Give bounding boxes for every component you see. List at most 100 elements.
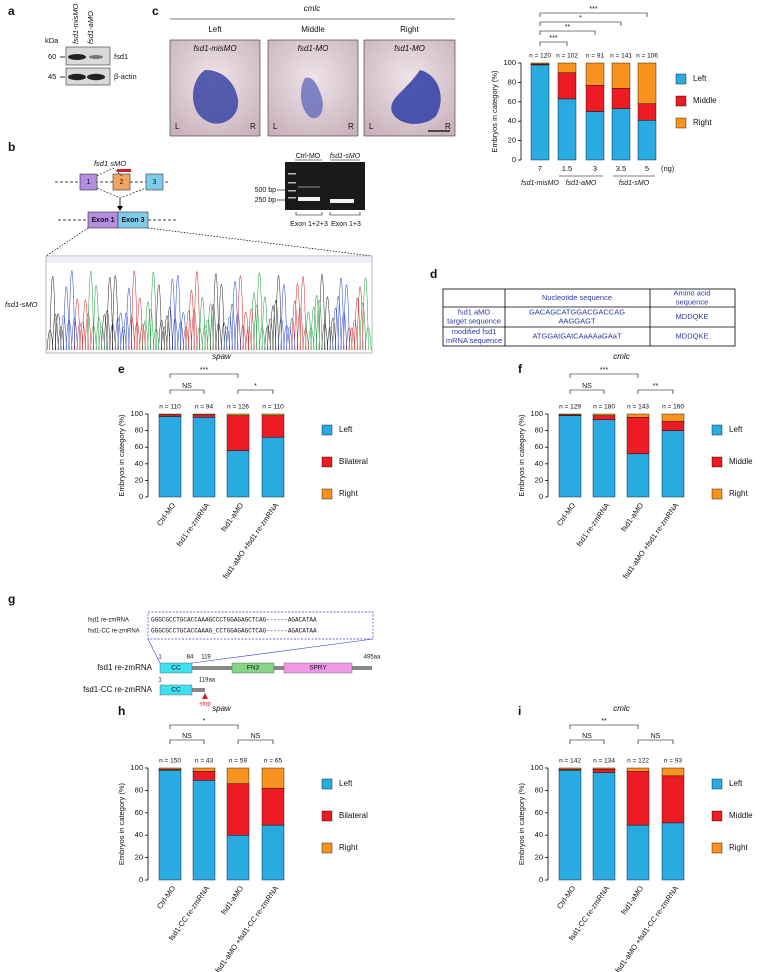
bracket (295, 212, 323, 216)
x-tick-label: fsd1 re-zmRNA (174, 501, 211, 548)
significance-label: *** (200, 367, 208, 374)
legend-label: Left (339, 779, 353, 788)
n-label: n = 102 (556, 53, 578, 60)
table-cell: MDDQKE (676, 331, 709, 340)
significance-label: NS (582, 383, 592, 390)
column-label: Middle (301, 25, 325, 34)
y-tick-label: 60 (508, 97, 516, 106)
legend-label: Middle (729, 457, 753, 466)
y-tick-label: 20 (535, 853, 543, 862)
gel-band (298, 186, 320, 188)
domain-label: SPRY (309, 665, 327, 672)
x-tick-label: 3 (593, 164, 597, 173)
significance-label: ** (601, 718, 607, 725)
y-axis-label: Embryos in category (%) (117, 414, 126, 497)
heart-stain (300, 77, 323, 119)
alignment-sequence: GGGCGCCTGCACCAAAG_CCTGGAGAGCTCAG------AG… (151, 628, 317, 635)
exon (145, 173, 164, 191)
legend-label: Right (693, 118, 712, 127)
image-label: fsd1-misMO (193, 44, 236, 53)
bar-segment (226, 767, 250, 784)
bar-segment (626, 413, 650, 418)
legend-label: Middle (729, 811, 753, 820)
bar-segment (557, 98, 577, 161)
exon (79, 173, 98, 191)
stop-label: stop (199, 702, 211, 708)
significance-label: NS (251, 733, 261, 740)
protein-backbone (192, 688, 205, 692)
y-tick-label: 100 (530, 763, 543, 772)
heart-stain (192, 70, 239, 124)
band-label: fsd1 (114, 52, 128, 61)
heart-stain (391, 70, 441, 124)
y-tick-label: 40 (508, 116, 516, 125)
bar-segment (192, 771, 216, 781)
bar-segment (192, 417, 216, 498)
legend-label: Right (729, 843, 748, 852)
bar-segment (530, 62, 550, 65)
significance-label: * (254, 383, 257, 390)
gel-band (330, 199, 354, 203)
marker-label: cmlc (304, 4, 320, 13)
y-tick-label: 80 (535, 426, 543, 435)
bar-segment (592, 419, 616, 498)
x-tick-label: 7 (538, 164, 542, 173)
n-label: n = 150 (159, 758, 181, 765)
bar-segment (158, 414, 182, 417)
y-tick-label: 60 (135, 808, 143, 817)
group-label: fsd1-sMO (619, 180, 650, 187)
bar-segment (626, 824, 650, 881)
significance-label: ** (653, 383, 659, 390)
x-tick-label: fsd1-aMO (619, 501, 645, 533)
n-label: n = 94 (195, 404, 214, 411)
exon-label: Exon 1 (92, 217, 115, 224)
side-label: L (369, 122, 374, 131)
bar-segment (611, 62, 631, 89)
bar-segment (192, 414, 216, 418)
position-label: 119aa (199, 678, 216, 684)
x-tick-label: Ctrl-MO (555, 501, 578, 528)
bar-segment (558, 413, 582, 416)
n-label: n = 129 (559, 404, 581, 411)
band (87, 73, 105, 81)
bar-segment (226, 413, 250, 416)
arrow (117, 206, 123, 211)
image-label: fsd1-MO (394, 44, 425, 53)
domain-label: CC (171, 665, 181, 672)
n-label: n = 180 (593, 404, 615, 411)
ladder-band (288, 182, 296, 184)
bar-segment (557, 62, 577, 73)
domain-label: CC (171, 687, 181, 694)
bar-segment (158, 767, 182, 770)
ladder-band (288, 173, 296, 175)
domain-label: FN3 (247, 665, 260, 672)
product-label: Exon 1+3 (331, 221, 361, 228)
panel-label: h (118, 704, 125, 718)
line (45, 227, 89, 257)
bar-segment (261, 767, 285, 789)
significance-label: *** (589, 6, 597, 13)
x-tick-label: Ctrl-MO (555, 884, 578, 911)
marker-label: 500 bp (255, 187, 277, 194)
y-tick-label: 80 (508, 77, 516, 86)
column-label: Right (400, 25, 419, 34)
side-label: R (445, 122, 451, 131)
exon-label: Exon 3 (122, 217, 145, 224)
significance-bracket (637, 389, 674, 394)
n-label: n = 120 (529, 53, 551, 60)
table-cell: GACAGCATGGACGACCAG (529, 307, 625, 316)
bar-segment (626, 771, 650, 826)
significance-bracket (539, 30, 596, 35)
bar-segment (637, 62, 657, 104)
line (191, 638, 374, 664)
legend-label: Bilateral (339, 457, 368, 466)
significance-label: NS (182, 733, 192, 740)
domain (159, 662, 193, 674)
y-tick-label: 80 (135, 785, 143, 794)
legend-label: Middle (693, 96, 717, 105)
y-tick-label: 0 (139, 492, 143, 501)
n-label: n = 142 (559, 758, 581, 765)
bar-segment (192, 767, 216, 772)
x-tick-label: fsd1-aMO (619, 884, 645, 916)
